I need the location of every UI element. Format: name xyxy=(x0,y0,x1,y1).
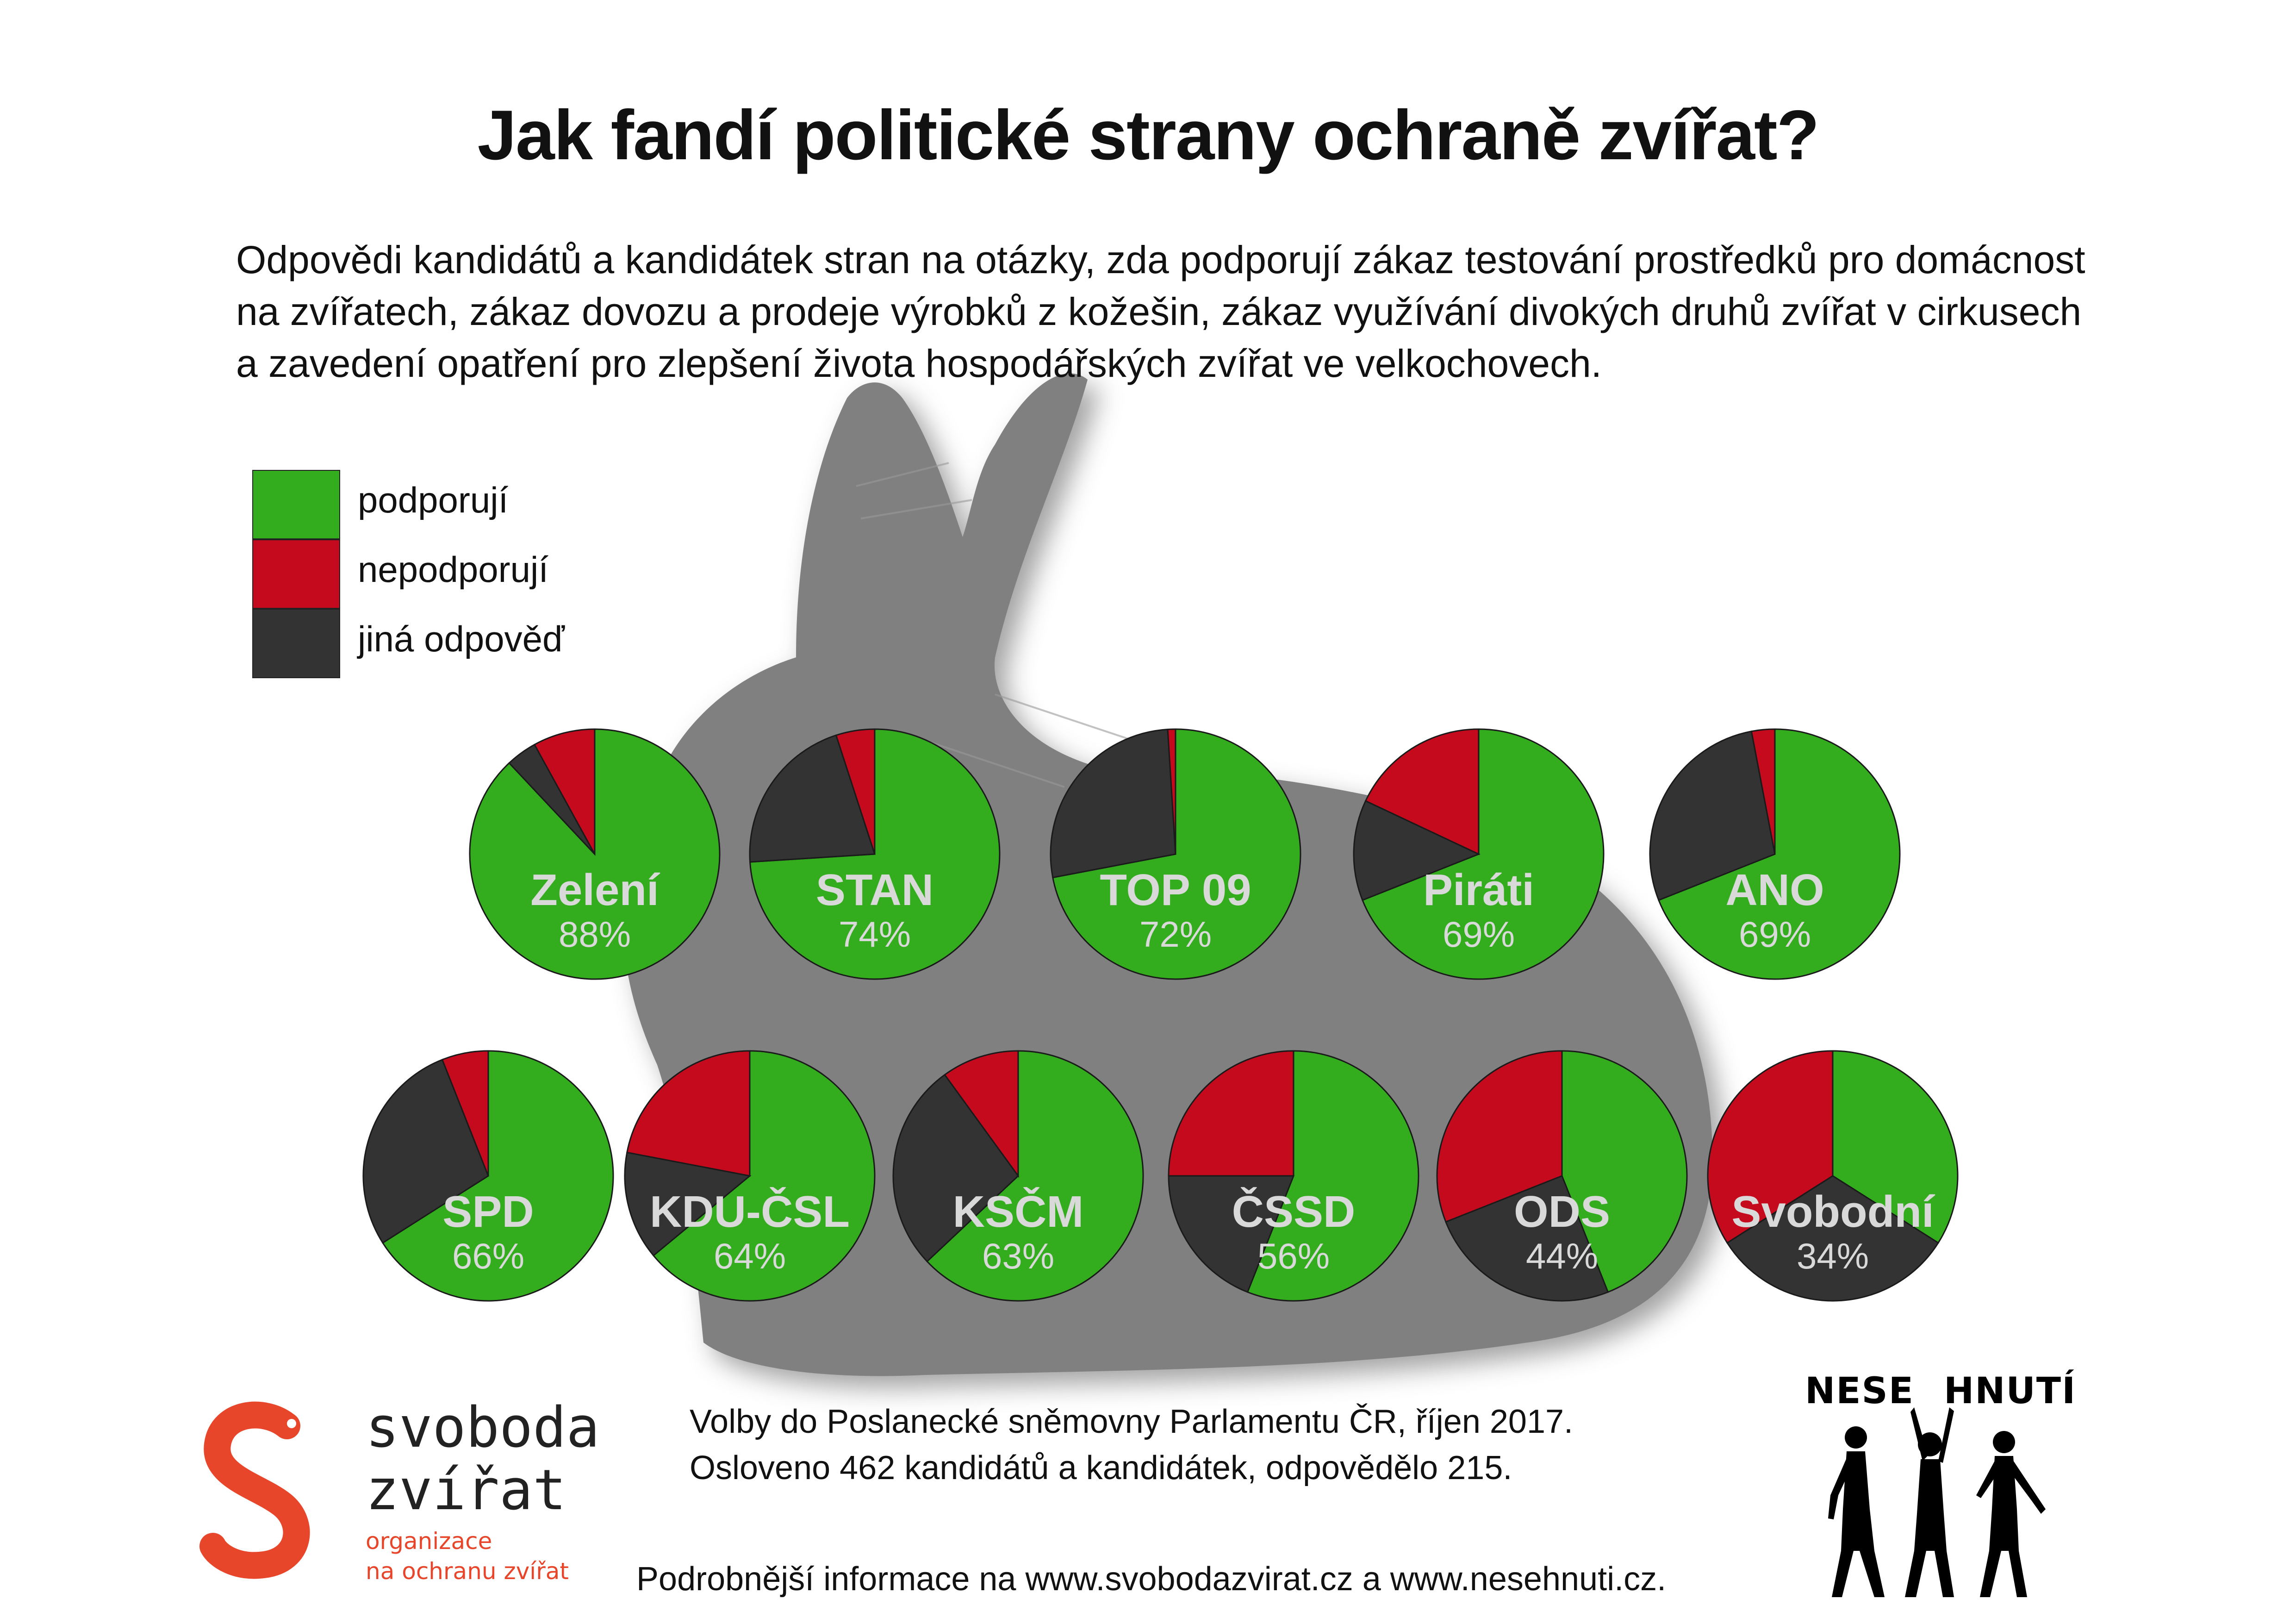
legend-swatch xyxy=(252,609,340,678)
pie-slice xyxy=(892,1074,1019,1262)
pie-value-label: 66% xyxy=(452,1236,524,1276)
subtitle-line-1: Odpovědi kandidátů a kandidátek stran na… xyxy=(236,238,2085,281)
chart-title: Jak fandí politické strany ochraně zvířa… xyxy=(477,96,1820,175)
pie-party-label: Piráti xyxy=(1423,865,1534,915)
pie-slice xyxy=(926,1050,1144,1302)
legend-label: podporují xyxy=(358,480,509,520)
pie-slice xyxy=(1658,728,1901,980)
legend-item-jina-odpoved: jiná odpověď xyxy=(252,609,715,678)
pie-value-label: 34% xyxy=(1797,1236,1869,1276)
pie-slice xyxy=(381,1050,614,1302)
pie-slice xyxy=(1750,728,1776,855)
pie-slice xyxy=(1364,728,1480,856)
pie-slice xyxy=(1445,1175,1609,1302)
pie-value-label: 69% xyxy=(1443,914,1515,955)
logo-name-line-1: svoboda xyxy=(366,1396,600,1460)
pie-party-label: Zelení xyxy=(530,865,660,915)
pie-slice xyxy=(441,1050,489,1176)
logo-name-line-2: zvířat xyxy=(366,1458,566,1523)
pie-party-label: TOP 09 xyxy=(1100,865,1251,915)
pie-slice xyxy=(1561,1050,1688,1293)
legend-label: jiná odpověď xyxy=(358,618,565,659)
pie-value-label: 69% xyxy=(1739,914,1811,955)
pie-slice xyxy=(1052,728,1301,980)
pie-slice xyxy=(1167,728,1176,855)
pie-value-label: 63% xyxy=(982,1236,1054,1276)
pie-party-label: KSČM xyxy=(953,1187,1084,1237)
pie-party-label: SPD xyxy=(442,1187,534,1237)
pie-slice xyxy=(533,728,596,855)
pie-slice xyxy=(944,1050,1019,1178)
pie-party-label: ODS xyxy=(1514,1187,1610,1237)
pie-value-label: 56% xyxy=(1257,1236,1330,1276)
pie-value-label: 64% xyxy=(714,1236,786,1276)
pie-value-label: 72% xyxy=(1139,914,1212,955)
chart-subtitle: Odpovědi kandidátů a kandidátek stran na… xyxy=(236,234,2226,389)
footer-line-1: Volby do Poslanecké sněmovny Parlamentu … xyxy=(690,1403,1574,1440)
pie-slice xyxy=(1649,731,1776,901)
legend-swatch xyxy=(252,470,340,539)
pie-slice xyxy=(1832,1050,1959,1244)
svoboda-zvirat-s-logo-icon xyxy=(199,1401,310,1579)
footer-info: Podrobnější informace na www.svobodazvir… xyxy=(636,1561,1667,1598)
pie-value-label: 74% xyxy=(839,914,911,955)
pie-slice xyxy=(1168,1050,1294,1177)
legend-label: nepodporují xyxy=(358,549,549,590)
pie-slice xyxy=(1726,1175,1940,1302)
subtitle-line-3: a zavedení opatření pro zlepšení života … xyxy=(236,342,1602,385)
pie-party-label: KDU-ČSL xyxy=(650,1187,850,1237)
pie-slice xyxy=(1362,728,1605,980)
pie-party-label: Svobodní xyxy=(1731,1187,1935,1237)
pie-slice xyxy=(835,728,876,855)
pie-slice xyxy=(1050,728,1176,879)
subtitle-line-2: na zvířatech, zákaz dovozu a prodeje výr… xyxy=(236,290,2082,333)
pie-slice xyxy=(626,1050,751,1177)
pie-party-label: STAN xyxy=(816,865,933,915)
footer-line-2: Osloveno 462 kandidátů a kandidátek, odp… xyxy=(690,1449,1512,1487)
pie-slice xyxy=(469,728,721,980)
pie-party-label: ČSSD xyxy=(1232,1187,1356,1237)
pie-slice xyxy=(362,1059,489,1244)
legend-item-nepodporuji: nepodporují xyxy=(252,539,715,609)
pie-slice xyxy=(1353,800,1481,901)
logo-tagline-2: na ochranu zvířat xyxy=(366,1558,569,1585)
pie-value-label: 44% xyxy=(1526,1236,1598,1276)
pie-slice xyxy=(1246,1050,1419,1302)
pie-value-label: 88% xyxy=(559,914,631,955)
pie-slice xyxy=(624,1151,752,1257)
pie-slice xyxy=(1168,1175,1295,1293)
pie-slice xyxy=(1707,1050,1834,1244)
pie-slice xyxy=(1436,1050,1563,1223)
logo-word-nese: NESE xyxy=(1805,1370,1915,1412)
logo-tagline-1: organizace xyxy=(366,1528,492,1555)
legend-swatch xyxy=(252,539,340,609)
pie-slice xyxy=(652,1050,876,1302)
logo-word-hnuti: HNUTÍ xyxy=(1944,1370,2077,1412)
pie-slice xyxy=(749,734,876,863)
pie-party-label: ANO xyxy=(1725,865,1824,915)
nesehnuti-logo-icon: NESE HNUTÍ xyxy=(1805,1356,2075,1606)
legend-item-podporuji: podporují xyxy=(252,470,715,539)
